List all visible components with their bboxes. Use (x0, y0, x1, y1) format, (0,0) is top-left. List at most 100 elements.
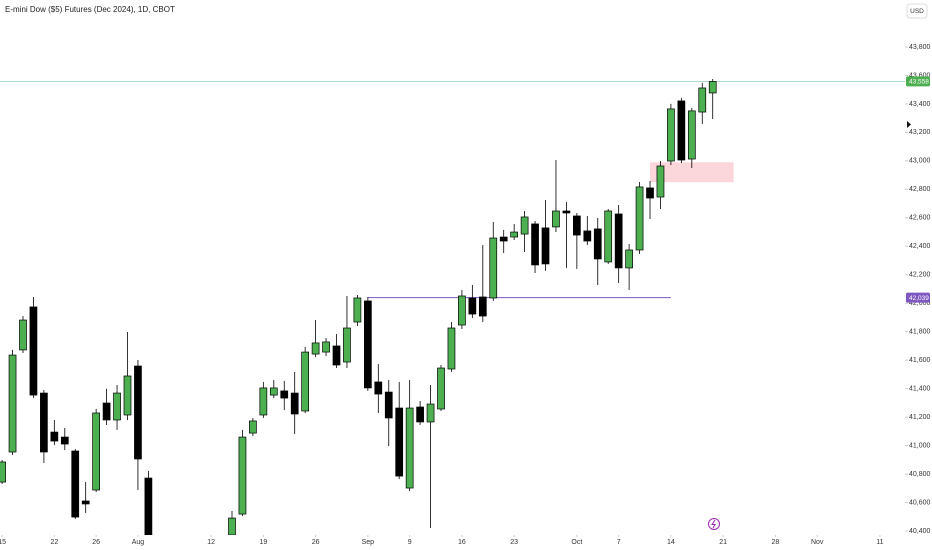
candle-body (395, 407, 404, 477)
candle-body (50, 431, 59, 442)
candle-body (19, 319, 27, 351)
candle-body (635, 186, 644, 251)
x-tick-label: 19 (259, 539, 267, 546)
candle-body (0, 461, 6, 483)
supply-zone (650, 162, 734, 183)
candle-body (259, 387, 268, 416)
candle-body (8, 354, 17, 453)
candle-body (573, 215, 581, 236)
candle-body (531, 223, 539, 266)
candle-body (384, 391, 393, 419)
y-tick-label: 41,200 (909, 414, 931, 421)
y-tick-label: 43,800 (909, 44, 931, 51)
x-tick-label: Sep (362, 539, 375, 546)
candle-body (604, 210, 613, 263)
candle-body (614, 213, 623, 269)
x-tick-label: 11 (876, 539, 883, 546)
candle-body (353, 297, 362, 323)
y-tick-label: 42,400 (909, 243, 931, 250)
y-tick-label: 41,400 (909, 385, 931, 392)
candle-body (144, 477, 153, 535)
last-price-label: 43,558 (909, 79, 929, 86)
x-tick-label: 28 (772, 539, 780, 546)
candle-body (290, 392, 299, 415)
x-tick-label: 7 (617, 539, 621, 546)
candle-body (510, 231, 519, 238)
y-tick-label: 41,800 (909, 329, 931, 336)
candle-body (447, 327, 456, 370)
currency-button[interactable] (906, 3, 928, 19)
y-tick-label: 42,000 (909, 300, 931, 307)
candle-body (301, 351, 310, 412)
last-price-badge (906, 76, 930, 87)
y-tick-label: 42,600 (909, 215, 931, 222)
candle-body (468, 297, 477, 315)
y-tick-label: 42,800 (909, 186, 931, 193)
y-tick-label: 43,000 (909, 158, 931, 165)
candle-body (437, 367, 445, 410)
candle-body (499, 236, 508, 242)
y-tick-label: 41,000 (909, 442, 931, 449)
x-tick-label: 26 (312, 539, 320, 546)
y-tick-label: 41,600 (909, 357, 931, 364)
candle-body (708, 81, 717, 94)
candle-body (667, 108, 675, 162)
x-tick-label: Nov (811, 539, 824, 546)
candle-body (123, 375, 132, 416)
candle-body (249, 420, 257, 434)
level-label: 42,039 (909, 295, 929, 302)
x-tick-label: 12 (207, 539, 215, 546)
scroll-arrow[interactable] (907, 121, 911, 128)
candle-body (458, 295, 466, 326)
candle-body (583, 230, 592, 242)
candle-body (426, 403, 435, 423)
y-tick-label: 43,600 (909, 72, 931, 79)
candle-body (228, 517, 236, 535)
candle-body (646, 187, 654, 199)
y-tick-label: 40,400 (909, 528, 931, 535)
candle-body (593, 228, 602, 260)
candle-body (478, 296, 487, 317)
candle-body (698, 87, 707, 113)
candle-body (269, 387, 278, 396)
candle-body (562, 210, 571, 214)
candle-body (541, 227, 550, 265)
x-tick-label: 16 (458, 539, 466, 546)
x-tick-label: 15 (0, 539, 6, 546)
candle-body (343, 327, 351, 363)
candle-body (416, 406, 424, 423)
x-tick-label: 21 (719, 539, 727, 546)
x-tick-label: 26 (92, 539, 100, 546)
y-tick-label: 43,200 (909, 129, 931, 136)
currency-label[interactable]: USD (910, 8, 924, 15)
candle-body (625, 249, 633, 269)
y-tick-label: 42,200 (909, 272, 931, 279)
candle-body (134, 365, 142, 460)
candle-body (71, 450, 80, 518)
y-tick-label: 43,400 (909, 101, 931, 108)
candle-body (677, 100, 686, 161)
candle-body (113, 392, 121, 421)
candle-body (60, 436, 69, 445)
chart-title: E-mini Dow ($5) Futures (Dec 2024), 1D, … (5, 5, 175, 14)
candle-body (552, 210, 560, 228)
candle-body (520, 216, 529, 235)
candle-body (81, 500, 90, 505)
y-tick-label: 40,800 (909, 471, 931, 478)
x-tick-label: 9 (408, 539, 412, 546)
level-badge (906, 292, 930, 303)
candle-body (332, 345, 341, 366)
candle-body (29, 306, 38, 396)
candle-body (656, 165, 665, 198)
x-tick-label: 14 (667, 539, 675, 546)
x-tick-label: Aug (132, 539, 145, 546)
candle-body (687, 110, 696, 160)
y-tick-label: 40,600 (909, 499, 931, 506)
x-tick-label: 23 (510, 539, 518, 546)
candle-body (40, 392, 48, 453)
candle-body (238, 436, 247, 515)
candle-body (364, 300, 372, 389)
candle-body (102, 402, 111, 421)
